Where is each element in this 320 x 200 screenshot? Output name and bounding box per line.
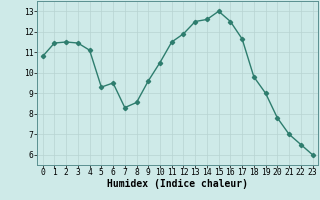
X-axis label: Humidex (Indice chaleur): Humidex (Indice chaleur) xyxy=(107,179,248,189)
